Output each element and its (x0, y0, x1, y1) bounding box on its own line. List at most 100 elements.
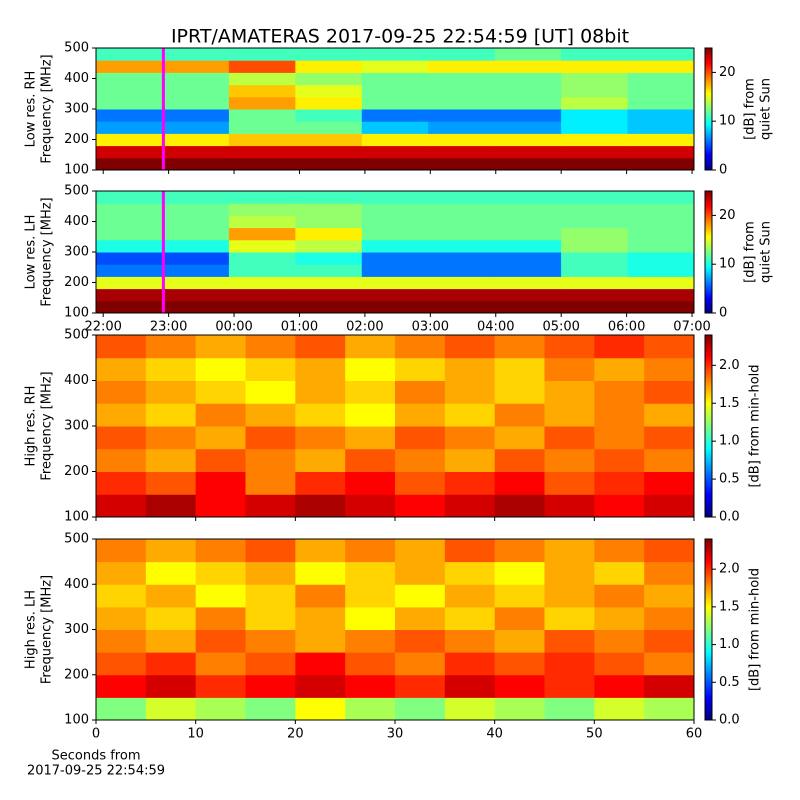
heatmap-cell (494, 288, 562, 302)
heatmap-cell (228, 60, 296, 73)
heatmap-cell (561, 276, 629, 290)
heatmap-cell (644, 674, 695, 698)
heatmap-cell (627, 252, 695, 265)
heatmap-cell (494, 674, 545, 698)
heatmap-cell (494, 606, 545, 630)
heatmap-cell (627, 121, 695, 134)
heatmap-cell (228, 72, 296, 86)
heatmap-cell (295, 227, 363, 241)
heatmap-cell (395, 448, 446, 472)
heatmap-cell (96, 494, 147, 518)
heatmap-cell (96, 203, 163, 216)
heatmap-cell (195, 539, 246, 563)
heatmap-cell (561, 109, 629, 122)
heatmap-cell (345, 448, 396, 472)
heatmap-cell (494, 239, 562, 253)
heatmap-cell (345, 697, 396, 721)
heatmap-cell (162, 215, 230, 229)
heatmap-cell (228, 109, 296, 122)
heatmap-cell (228, 157, 296, 171)
heatmap-cell (345, 380, 396, 404)
colorbar-tick-label: 0.0 (719, 510, 740, 525)
heatmap-cell (295, 539, 346, 563)
heatmap-cell (162, 72, 230, 86)
heatmap-cell (544, 335, 595, 359)
heatmap-cell (644, 652, 695, 676)
heatmap-cell (295, 494, 346, 518)
heatmap-cell (428, 215, 496, 229)
heatmap-cell (145, 697, 197, 721)
heatmap-cell (494, 227, 562, 241)
colorbar-label: quiet Sun (759, 78, 774, 140)
heatmap-cell (395, 426, 446, 450)
heatmap-cell (145, 335, 197, 359)
heatmap-cell (395, 494, 446, 518)
heatmap-cell (245, 357, 296, 381)
heatmap-cell (627, 84, 695, 98)
heatmap-cell (561, 157, 629, 171)
heatmap-cell (561, 133, 629, 147)
heatmap-cell (96, 96, 163, 110)
heatmap-cell (644, 426, 695, 450)
heatmap-cell (428, 276, 496, 290)
heatmap-cell (561, 72, 629, 86)
heatmap-cell (295, 403, 346, 427)
heatmap-cell (245, 539, 296, 563)
x-tick-label: 20 (287, 727, 304, 742)
heatmap-cell (444, 652, 496, 676)
heatmap-cell (395, 561, 446, 585)
heatmap-cell (96, 380, 147, 404)
heatmap-cell (627, 60, 695, 73)
heatmap-cell (544, 380, 595, 404)
x-tick-label: 40 (486, 727, 503, 742)
heatmap-cell (145, 674, 197, 698)
colorbar-label: [dB] from (743, 221, 758, 283)
heatmap-cell (345, 606, 396, 630)
heatmap-cell (644, 357, 695, 381)
heatmap-cell (228, 191, 296, 204)
y-tick-label: 200 (64, 667, 89, 682)
heatmap-cell (295, 697, 346, 721)
heatmap-cell (494, 300, 562, 314)
heatmap-cell (96, 60, 163, 73)
heatmap-cell (228, 203, 296, 216)
heatmap-cell (145, 403, 197, 427)
heatmap-cell (494, 335, 545, 359)
heatmap-cell (444, 584, 496, 608)
heatmap-cell (444, 697, 496, 721)
colorbar (704, 538, 713, 721)
heatmap-cell (627, 48, 695, 61)
heatmap-cell (594, 357, 645, 381)
heatmap-cell (96, 629, 147, 653)
heatmap-cell (96, 300, 163, 314)
heatmap-cell (345, 403, 396, 427)
heatmap-cell (228, 300, 296, 314)
colorbar-tick-label: 0.0 (719, 713, 740, 728)
heatmap-cell (494, 60, 562, 73)
x-tick-label: 60 (686, 727, 703, 742)
x-tick-label: 0 (92, 727, 100, 742)
heatmap-cell (145, 606, 197, 630)
heatmap-cell (544, 674, 595, 698)
heatmap-cell (145, 539, 197, 563)
heatmap-cell (345, 584, 396, 608)
heatmap-cell (345, 494, 396, 518)
x-tick-label: 50 (586, 727, 603, 742)
y-tick-label: 400 (64, 214, 89, 229)
heatmap-cell (245, 697, 296, 721)
heatmap-cell (561, 300, 629, 314)
heatmap-cell (96, 584, 147, 608)
heatmap-cell (295, 300, 363, 314)
heatmap-cell (544, 357, 595, 381)
heatmap-cell (544, 448, 595, 472)
heatmap-cell (494, 133, 562, 147)
heatmap-cell (228, 252, 296, 265)
heatmap-cell (395, 652, 446, 676)
heatmap-cell (228, 239, 296, 253)
heatmap-cell (494, 264, 562, 277)
heatmap-cell (428, 157, 496, 171)
x-axis-label: Seconds from (51, 749, 140, 764)
heatmap-cell (444, 357, 496, 381)
heatmap-cell (361, 276, 429, 290)
